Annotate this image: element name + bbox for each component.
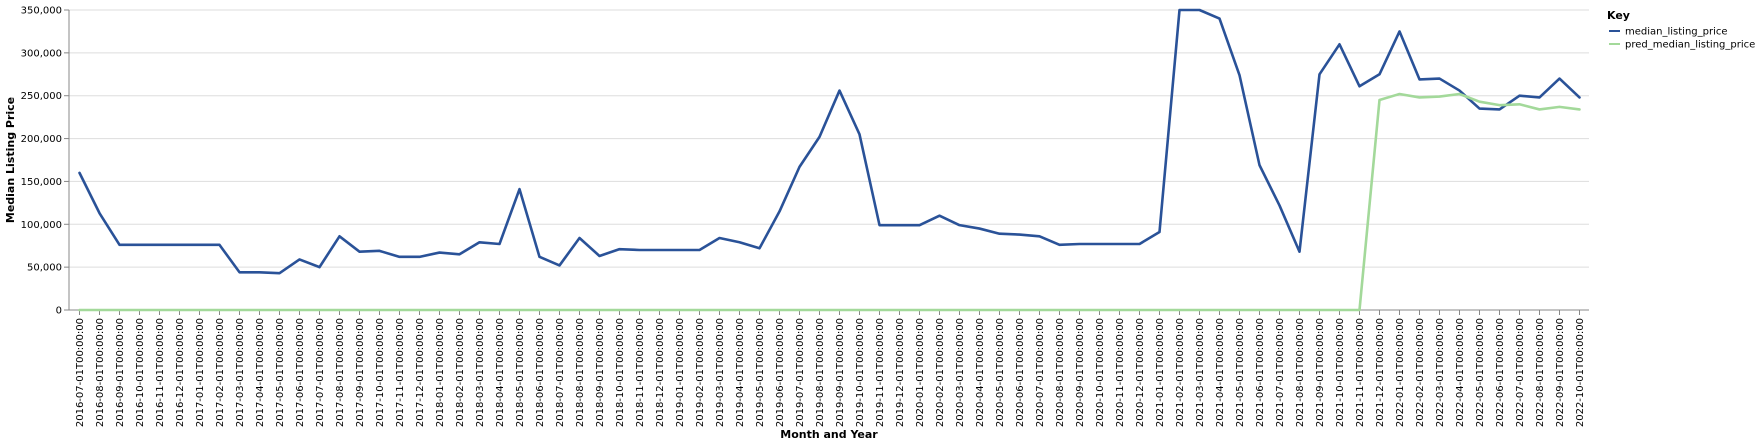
x-tick-label: 2019-06-01T00:00:00 <box>775 318 786 427</box>
x-tick-label: 2021-08-01T00:00:00 <box>1295 318 1306 427</box>
x-tick-label: 2019-02-01T00:00:00 <box>695 318 706 427</box>
x-tick-label: 2018-08-01T00:00:00 <box>575 318 586 427</box>
x-tick-label: 2021-06-01T00:00:00 <box>1255 318 1266 427</box>
x-tick-label: 2021-09-01T00:00:00 <box>1315 318 1326 427</box>
x-tick-label: 2022-02-01T00:00:00 <box>1415 318 1426 427</box>
x-tick-label: 2022-09-01T00:00:00 <box>1555 318 1566 427</box>
series-line-median_listing_price <box>78 8 1581 275</box>
legend-label: pred_median_listing_price <box>1625 40 1755 51</box>
x-tick-label: 2020-08-01T00:00:00 <box>1055 318 1066 427</box>
x-tick-label: 2019-12-01T00:00:00 <box>895 318 906 427</box>
y-tick-label: 200,000 <box>21 134 62 145</box>
x-tick-label: 2022-01-01T00:00:00 <box>1395 318 1406 427</box>
x-tick-label: 2020-05-01T00:00:00 <box>995 318 1006 427</box>
x-tick-label: 2017-06-01T00:00:00 <box>295 318 306 427</box>
y-tick-label: 300,000 <box>21 48 62 59</box>
x-tick-label: 2018-06-01T00:00:00 <box>535 318 546 427</box>
legend-title: Key <box>1607 9 1630 22</box>
x-tick-label: 2018-03-01T00:00:00 <box>475 318 486 427</box>
x-tick-label: 2018-04-01T00:00:00 <box>495 318 506 427</box>
x-tick-label: 2017-09-01T00:00:00 <box>355 318 366 427</box>
y-tick-label: 100,000 <box>21 220 62 231</box>
y-tick-label: 350,000 <box>21 6 62 17</box>
x-tick-label: 2016-10-01T00:00:00 <box>135 318 146 427</box>
x-tick-label: 2021-05-01T00:00:00 <box>1235 318 1246 427</box>
x-tick-label: 2022-10-01T00:00:00 <box>1575 318 1586 427</box>
x-tick-label: 2022-08-01T00:00:00 <box>1535 318 1546 427</box>
grid-lines <box>69 9 1589 311</box>
x-tick-label: 2022-04-01T00:00:00 <box>1455 318 1466 427</box>
y-axis-title: Median Listing Price <box>4 97 17 223</box>
x-tick-label: 2019-03-01T00:00:00 <box>715 318 726 427</box>
x-tick-label: 2017-08-01T00:00:00 <box>335 318 346 427</box>
x-tick-label: 2021-12-01T00:00:00 <box>1375 318 1386 427</box>
x-tick-label: 2020-10-01T00:00:00 <box>1095 318 1106 427</box>
x-tick-label: 2018-12-01T00:00:00 <box>655 318 666 427</box>
x-tick-label: 2020-06-01T00:00:00 <box>1015 318 1026 427</box>
y-tick-label: 150,000 <box>21 177 62 188</box>
x-tick-label: 2019-01-01T00:00:00 <box>675 318 686 427</box>
x-tick-label: 2017-12-01T00:00:00 <box>415 318 426 427</box>
x-tick-label: 2017-05-01T00:00:00 <box>275 318 286 427</box>
x-tick-label: 2022-03-01T00:00:00 <box>1435 318 1446 427</box>
x-tick-label: 2018-01-01T00:00:00 <box>435 318 446 427</box>
x-tick-label: 2016-09-01T00:00:00 <box>115 318 126 427</box>
legend: Key median_listing_price pred_median_list… <box>1607 9 1755 51</box>
x-tick-label: 2017-03-01T00:00:00 <box>235 318 246 427</box>
x-tick-label: 2019-10-01T00:00:00 <box>855 318 866 427</box>
x-tick-label: 2021-01-01T00:00:00 <box>1155 318 1166 427</box>
x-tick-label: 2019-05-01T00:00:00 <box>755 318 766 427</box>
x-tick-label: 2021-03-01T00:00:00 <box>1195 318 1206 427</box>
x-tick-label: 2017-07-01T00:00:00 <box>315 318 326 427</box>
x-tick-label: 2019-07-01T00:00:00 <box>795 318 806 427</box>
x-tick-label: 2018-02-01T00:00:00 <box>455 318 466 427</box>
x-tick-label: 2017-11-01T00:00:00 <box>395 318 406 427</box>
x-tick-label: 2022-07-01T00:00:00 <box>1515 318 1526 427</box>
x-tick-label: 2021-07-01T00:00:00 <box>1275 318 1286 427</box>
x-tick-label: 2018-10-01T00:00:00 <box>615 318 626 427</box>
x-tick-label: 2020-03-01T00:00:00 <box>955 318 966 427</box>
x-tick-label: 2016-11-01T00:00:00 <box>155 318 166 427</box>
series-line-pred_median_listing_price <box>78 92 1581 312</box>
y-axis: 0 50,000 100,000 150,000 200,000 250,000 300,0… <box>21 6 70 317</box>
x-tick-label: 2017-10-01T00:00:00 <box>375 318 386 427</box>
x-tick-label: 2022-05-01T00:00:00 <box>1475 318 1486 427</box>
plot-area <box>78 8 1581 312</box>
x-tick-label: 2019-11-01T00:00:00 <box>875 318 886 427</box>
x-tick-label: 2017-04-01T00:00:00 <box>255 318 266 427</box>
y-tick-label: 0 <box>56 306 62 317</box>
x-tick-label: 2016-12-01T00:00:00 <box>175 318 186 427</box>
x-tick-label: 2016-08-01T00:00:00 <box>95 318 106 427</box>
x-tick-label: 2021-04-01T00:00:00 <box>1215 318 1226 427</box>
x-axis: 2016-07-01T00:00:00 2016-08-01T00:00:00 20… <box>69 309 1589 427</box>
x-tick-label: 2017-02-01T00:00:00 <box>215 318 226 427</box>
x-tick-label: 2018-11-01T00:00:00 <box>635 318 646 427</box>
legend-label: median_listing_price <box>1625 27 1728 38</box>
x-tick-label: 2020-02-01T00:00:00 <box>935 318 946 427</box>
x-tick-label: 2020-09-01T00:00:00 <box>1075 318 1086 427</box>
x-tick-label: 2019-09-01T00:00:00 <box>835 318 846 427</box>
y-tick-label: 250,000 <box>21 91 62 102</box>
x-tick-label: 2017-01-01T00:00:00 <box>195 318 206 427</box>
x-tick-label: 2016-07-01T00:00:00 <box>75 318 86 427</box>
x-tick-label: 2019-04-01T00:00:00 <box>735 318 746 427</box>
x-tick-label: 2018-05-01T00:00:00 <box>515 318 526 427</box>
x-tick-label: 2018-07-01T00:00:00 <box>555 318 566 427</box>
x-axis-title: Month and Year <box>780 428 878 441</box>
x-tick-label: 2020-01-01T00:00:00 <box>915 318 926 427</box>
x-tick-label: 2020-11-01T00:00:00 <box>1115 318 1126 427</box>
x-tick-label: 2021-10-01T00:00:00 <box>1335 318 1346 427</box>
x-tick-label: 2020-07-01T00:00:00 <box>1035 318 1046 427</box>
x-tick-label: 2021-02-01T00:00:00 <box>1175 318 1186 427</box>
x-tick-label: 2020-12-01T00:00:00 <box>1135 318 1146 427</box>
x-tick-label: 2020-04-01T00:00:00 <box>975 318 986 427</box>
x-tick-label: 2019-08-01T00:00:00 <box>815 318 826 427</box>
x-tick-label: 2018-09-01T00:00:00 <box>595 318 606 427</box>
x-tick-label: 2021-11-01T00:00:00 <box>1355 318 1366 427</box>
y-tick-label: 50,000 <box>27 263 62 274</box>
x-tick-label: 2022-06-01T00:00:00 <box>1495 318 1506 427</box>
